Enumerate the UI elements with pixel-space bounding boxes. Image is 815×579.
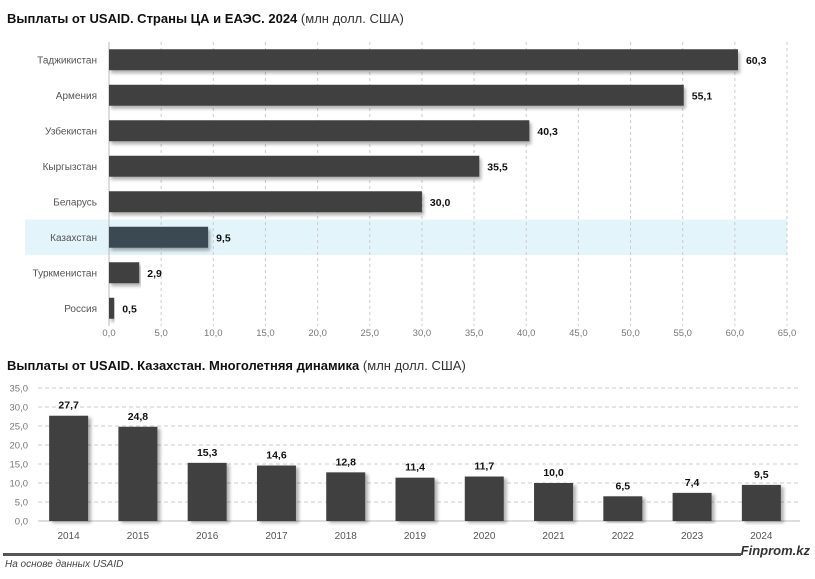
x-tick-label: 60,0 — [726, 328, 745, 339]
x-tick-label: 5,0 — [155, 328, 168, 339]
source-note: На основе данных USAID — [5, 559, 124, 570]
x-tick-label: 65,0 — [778, 328, 797, 339]
chart1-title-main: Выплаты от USAID. Страны ЦА и ЕАЭС. 2024 — [7, 11, 298, 26]
value-label: 11,7 — [474, 461, 494, 473]
value-label: 11,4 — [405, 462, 425, 474]
value-label: 6,5 — [616, 480, 631, 492]
value-label: 7,4 — [685, 477, 700, 489]
bar — [109, 297, 115, 319]
category-label: Туркменистан — [33, 268, 97, 279]
y-tick-label: 35,0 — [10, 384, 29, 395]
category-label: Казахстан — [50, 233, 97, 244]
brand-logo: Finprom.kz — [740, 543, 810, 558]
y-tick-label: 15,0 — [10, 460, 29, 471]
y-tick-label: 25,0 — [10, 422, 29, 433]
chart1-title: Выплаты от USAID. Страны ЦА и ЕАЭС. 2024… — [7, 11, 404, 26]
category-label: Россия — [64, 304, 97, 315]
value-label: 40,3 — [537, 126, 558, 138]
x-tick-label: 50,0 — [621, 328, 640, 339]
bar — [534, 483, 574, 521]
value-label: 60,3 — [746, 55, 767, 67]
bar — [603, 496, 643, 521]
bar — [741, 484, 781, 521]
value-label: 27,7 — [58, 400, 79, 412]
chart1-horizontal-bar: 0,0 5,0 10,0 15,0 20,0 25,0 30,0 35,0 40,0 45,0 50… — [25, 42, 797, 339]
category-label: Таджикистан — [37, 55, 97, 66]
value-label: 35,5 — [487, 161, 508, 173]
bar — [464, 476, 504, 521]
value-label: 2,9 — [147, 268, 162, 280]
y-tick-label: 30,0 — [10, 403, 29, 414]
bar — [109, 120, 530, 142]
x-tick-label: 2023 — [681, 531, 704, 542]
bar — [49, 415, 89, 521]
bar — [109, 226, 209, 248]
value-label: 12,8 — [336, 456, 357, 468]
x-tick-label: 2024 — [750, 531, 773, 542]
footer-divider — [3, 553, 741, 556]
value-label: 15,3 — [197, 447, 218, 459]
x-tick-label: 2021 — [542, 531, 565, 542]
value-label: 55,1 — [692, 90, 713, 102]
x-tick-label: 2017 — [265, 531, 288, 542]
category-label: Кыргызстан — [43, 162, 97, 173]
value-label: 30,0 — [430, 197, 451, 209]
x-tick-label: 2018 — [335, 531, 358, 542]
x-tick-label: 55,0 — [673, 328, 692, 339]
bar — [109, 49, 738, 71]
chart2-title-main: Выплаты от USAID. Казахстан. Многолетняя… — [7, 358, 360, 373]
y-tick-label: 0,0 — [15, 517, 28, 528]
bar — [672, 492, 712, 521]
bar — [187, 462, 227, 521]
bar — [109, 262, 140, 284]
bar — [109, 191, 422, 213]
x-tick-label: 35,0 — [465, 328, 484, 339]
y-tick-label: 20,0 — [10, 441, 29, 452]
x-tick-label: 25,0 — [361, 328, 380, 339]
x-tick-label: 15,0 — [256, 328, 275, 339]
x-tick-label: 0,0 — [102, 328, 115, 339]
x-tick-label: 45,0 — [569, 328, 588, 339]
bar — [395, 477, 435, 521]
value-label: 24,8 — [128, 411, 149, 423]
bar — [109, 155, 480, 177]
x-tick-label: 20,0 — [308, 328, 327, 339]
x-tick-label: 2022 — [612, 531, 635, 542]
y-tick-label: 5,0 — [15, 498, 28, 509]
x-tick-label: 10,0 — [204, 328, 223, 339]
y-tick-label: 10,0 — [10, 479, 29, 490]
value-label: 9,5 — [216, 232, 231, 244]
x-tick-label: 2016 — [196, 531, 219, 542]
value-label: 0,5 — [122, 303, 137, 315]
category-label: Беларусь — [53, 197, 97, 208]
x-tick-label: 2015 — [127, 531, 150, 542]
chart2-title: Выплаты от USAID. Казахстан. Многолетняя… — [7, 358, 466, 373]
x-tick-label: 2019 — [404, 531, 427, 542]
value-label: 10,0 — [543, 467, 564, 479]
bar — [118, 426, 158, 521]
bar — [256, 465, 296, 521]
category-label: Узбекистан — [45, 125, 97, 137]
chart1-title-unit: (млн долл. США) — [300, 11, 404, 26]
value-label: 14,6 — [266, 450, 287, 462]
x-tick-label: 30,0 — [413, 328, 432, 339]
value-label: 9,5 — [754, 469, 769, 481]
x-tick-label: 2020 — [473, 531, 496, 542]
x-tick-label: 40,0 — [517, 328, 536, 339]
bar — [109, 84, 684, 106]
category-label: Армения — [56, 91, 97, 102]
chart2-title-unit: (млн долл. США) — [362, 358, 466, 373]
bar — [326, 472, 366, 521]
x-tick-label: 2014 — [58, 531, 81, 542]
